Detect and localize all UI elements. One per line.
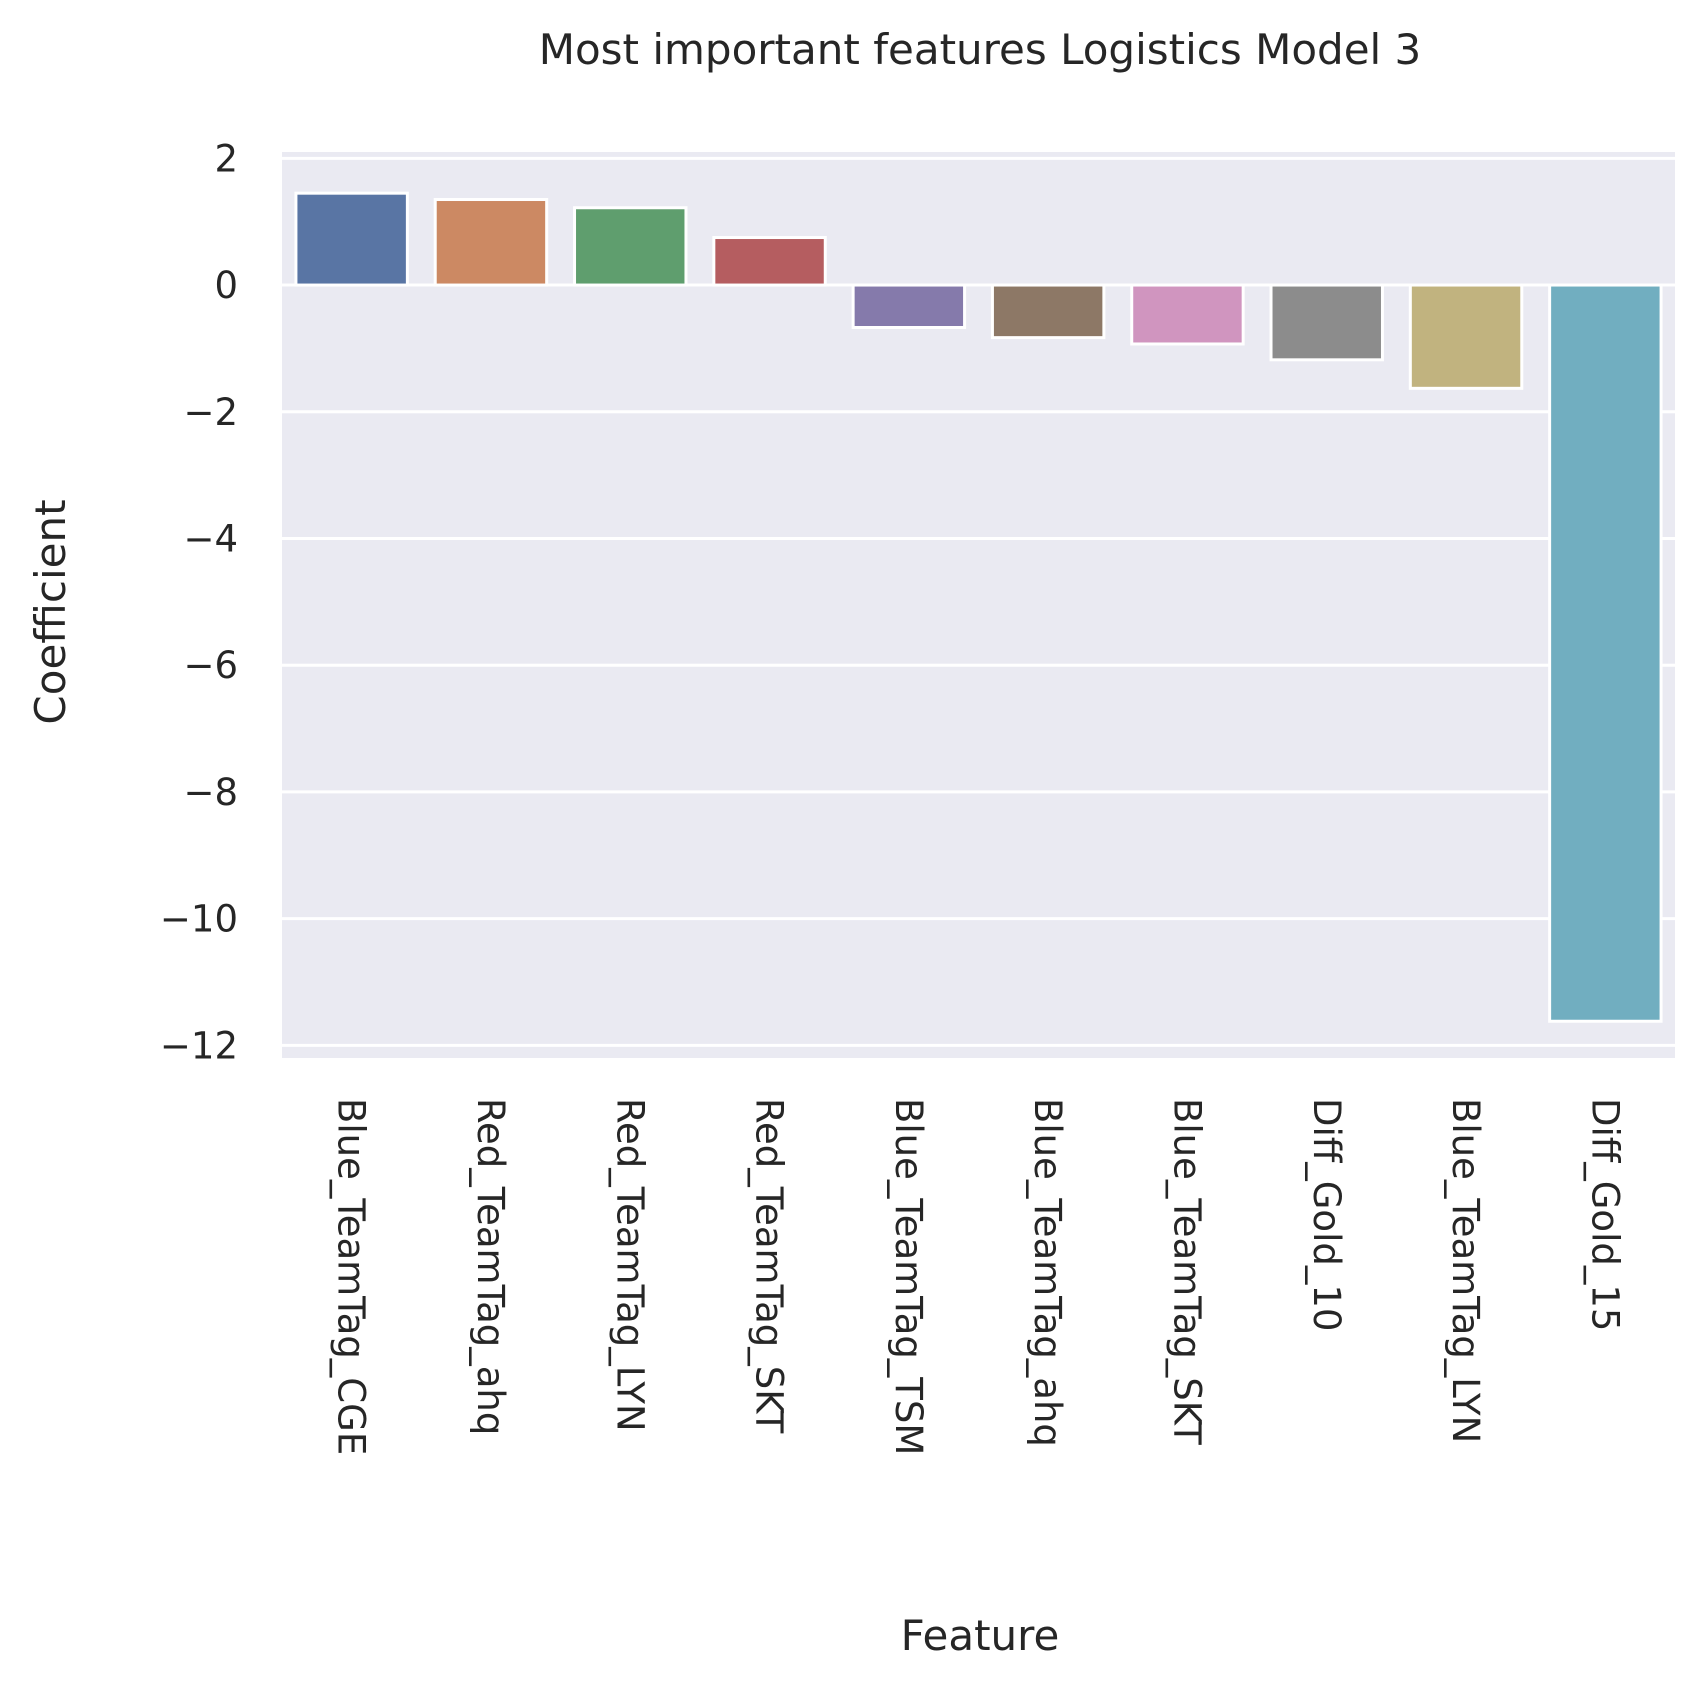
y-axis-ticks: 2 0 −2 −4 −6 −8 −10 −12: [160, 137, 238, 1067]
bar: [990, 283, 1106, 340]
x-axis-ticks: Blue_TeamTag_CGE Red_TeamTag_ahq Red_TeamT…: [330, 1098, 1627, 1455]
x-tick-label: Red_TeamTag_LYN: [608, 1098, 651, 1432]
y-tick-label: −12: [160, 1024, 238, 1067]
bar: [712, 236, 827, 287]
y-axis-label: Coefficient: [26, 499, 75, 724]
bar: [1130, 283, 1245, 346]
bar: [573, 206, 688, 287]
bars: [294, 191, 1663, 1023]
y-tick-label: −10: [160, 898, 238, 941]
x-tick-label: Blue_TeamTag_CGE: [330, 1098, 373, 1455]
y-tick-label: −2: [183, 391, 238, 434]
y-tick-label: −4: [183, 517, 238, 560]
bar: [1408, 283, 1524, 390]
x-axis-label: Feature: [901, 1611, 1060, 1660]
y-tick-label: 0: [214, 264, 238, 307]
y-tick-label: 2: [214, 137, 238, 180]
x-tick-label: Blue_TeamTag_LYN: [1444, 1098, 1487, 1443]
x-tick-label: Red_TeamTag_ahq: [469, 1098, 512, 1435]
bar: [433, 198, 549, 287]
x-tick-label: Blue_TeamTag_ahq: [1026, 1098, 1069, 1447]
chart-title: Most important features Logistics Model …: [539, 25, 1422, 74]
x-tick-label: Diff_Gold_10: [1305, 1098, 1348, 1331]
bar: [1548, 283, 1663, 1023]
bar: [1269, 283, 1384, 362]
y-tick-label: −8: [183, 771, 238, 814]
x-tick-label: Diff_Gold_15: [1583, 1098, 1626, 1331]
x-tick-label: Blue_TeamTag_SKT: [1165, 1098, 1208, 1445]
x-tick-label: Red_TeamTag_SKT: [748, 1098, 791, 1434]
bar: [851, 283, 967, 329]
y-tick-label: −6: [183, 644, 238, 687]
x-tick-label: Blue_TeamTag_TSM: [887, 1098, 930, 1455]
bar: [294, 191, 409, 287]
